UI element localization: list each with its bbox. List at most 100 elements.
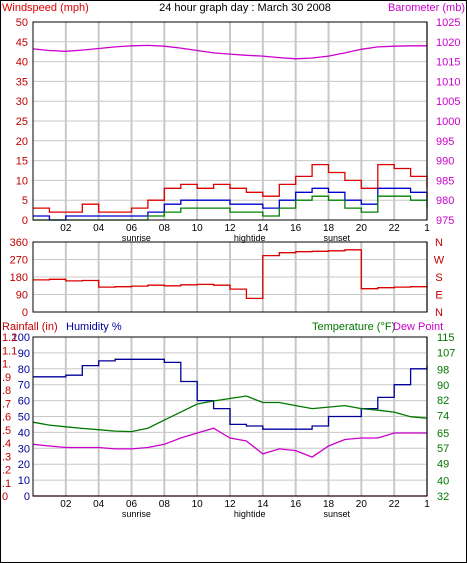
sunrise-label: sunrise [122, 233, 151, 243]
x-tick-label: 06 [126, 499, 138, 510]
hightide-label: hightide [234, 233, 266, 243]
x-tick-label: 22 [389, 499, 401, 510]
x-tick-label: 12 [224, 223, 236, 234]
x-tick-label: 14 [257, 223, 269, 234]
x-tick-label: 1 [424, 499, 430, 510]
temperature-tick-label: 57 [437, 443, 449, 455]
y-right-tick-label: 995 [436, 136, 454, 148]
x-tick-label: 10 [192, 223, 204, 234]
panel-frame-1 [32, 21, 428, 221]
temperature-tick-label: 107 [437, 347, 455, 359]
wind-direction-series [33, 249, 428, 300]
y-left-tick-label: 50 [16, 17, 28, 29]
x-tick-label: 18 [323, 223, 335, 234]
temperature-tick-label: 65 [437, 428, 449, 440]
y-right-tick-label: 990 [436, 156, 454, 168]
x-tick-label: 02 [60, 499, 72, 510]
y-right-tick-label: 1015 [436, 57, 460, 69]
rain-tick-label: 0 [2, 491, 8, 503]
rain-tick-label: .2 [2, 465, 11, 477]
temperature-tick-label: 49 [437, 458, 449, 470]
rain-tick-label: .7 [2, 398, 11, 410]
rain-tick-label: .6 [2, 412, 11, 424]
windspeed-axis-label: Windspeed (mph) [2, 2, 89, 14]
temperature-tick-label: 115 [437, 332, 455, 344]
x-tick-label: 22 [389, 223, 401, 234]
y-right-tick-label: 975 [436, 215, 454, 227]
y-left-tick-label: 5 [22, 195, 28, 207]
temperature-tick-label: 74 [437, 411, 449, 423]
x-tick-label: 16 [290, 223, 302, 234]
rain-tick-label: 1.2 [2, 332, 17, 344]
humidity-tick-label: 10 [18, 475, 30, 487]
y-right-tick-label: 1010 [436, 76, 460, 88]
chart-title: 24 hour graph day : March 30 2008 [159, 2, 331, 14]
x-tick-label: 08 [159, 223, 171, 234]
y-left-tick-label: 35 [16, 76, 28, 88]
temperature-tick-label: 32 [437, 491, 449, 503]
direction-tick-label: 90 [16, 290, 28, 302]
rain-tick-label: .9 [2, 372, 11, 384]
y-right-tick-label: 1005 [436, 96, 460, 108]
compass-label: N [435, 237, 443, 249]
x-tick-label: 04 [93, 223, 105, 234]
sunset-label: sunset [323, 233, 350, 243]
humidity-tick-label: 0 [24, 491, 30, 503]
humidity-tick-label: 40 [18, 427, 30, 439]
rain-tick-label: 1. [2, 359, 11, 371]
wind-gust-series [33, 163, 428, 213]
rain-tick-label: .5 [2, 425, 11, 437]
x-tick-label: 08 [159, 499, 171, 510]
x-tick-label: 20 [356, 499, 368, 510]
sunrise-label: sunrise [122, 509, 151, 519]
temperature-series [32, 395, 428, 433]
y-left-tick-label: 25 [16, 116, 28, 128]
hightide-label: hightide [234, 509, 266, 519]
dewpoint-axis-label: Dew Point [393, 321, 443, 333]
x-tick-label: 10 [192, 499, 204, 510]
dewpoint-series [32, 427, 427, 458]
humidity-tick-label: 20 [18, 459, 30, 471]
humidity-tick-label: 80 [18, 364, 30, 376]
y-left-tick-label: 10 [16, 175, 28, 187]
direction-tick-label: 270 [10, 255, 28, 267]
rain-tick-label: .8 [2, 385, 11, 397]
y-left-tick-label: 15 [16, 156, 28, 168]
temperature-tick-label: 90 [437, 380, 449, 392]
rain-tick-label: 1.1 [2, 345, 17, 357]
y-left-tick-label: 0 [22, 215, 28, 227]
x-tick-label: 06 [126, 223, 138, 234]
compass-label: E [435, 290, 442, 302]
temperature-tick-label: 82 [437, 395, 449, 407]
y-right-tick-label: 985 [436, 175, 454, 187]
humidity-tick-label: 90 [18, 348, 30, 360]
y-right-tick-label: 1020 [436, 37, 460, 49]
compass-label: W [434, 255, 445, 267]
rain-tick-label: .4 [2, 438, 11, 450]
y-right-tick-label: 1000 [436, 116, 460, 128]
x-tick-label: 18 [323, 499, 335, 510]
compass-label: N [435, 307, 443, 319]
temperature-axis-label: Temperature (°F) [312, 321, 395, 333]
humidity-series [33, 358, 428, 430]
direction-tick-label: 180 [10, 272, 28, 284]
y-left-tick-label: 20 [16, 136, 28, 148]
humidity-axis-label: Humidity % [66, 321, 122, 333]
y-right-tick-label: 1025 [436, 17, 460, 29]
humidity-tick-label: 70 [18, 380, 30, 392]
compass-label: S [435, 272, 442, 284]
barometer-series [32, 44, 427, 60]
humidity-tick-label: 30 [18, 443, 30, 455]
x-tick-label: 14 [257, 499, 269, 510]
temperature-tick-label: 40 [437, 476, 449, 488]
humidity-tick-label: 50 [18, 412, 30, 424]
x-tick-label: 12 [224, 499, 236, 510]
direction-tick-label: 360 [10, 237, 28, 249]
x-tick-label: 1 [424, 223, 430, 234]
x-tick-label: 02 [60, 223, 72, 234]
y-right-tick-label: 980 [436, 195, 454, 207]
rain-tick-label: .3 [2, 451, 11, 463]
x-tick-label: 20 [356, 223, 368, 234]
rainfall-axis-label: Rainfall (in) [2, 321, 58, 333]
